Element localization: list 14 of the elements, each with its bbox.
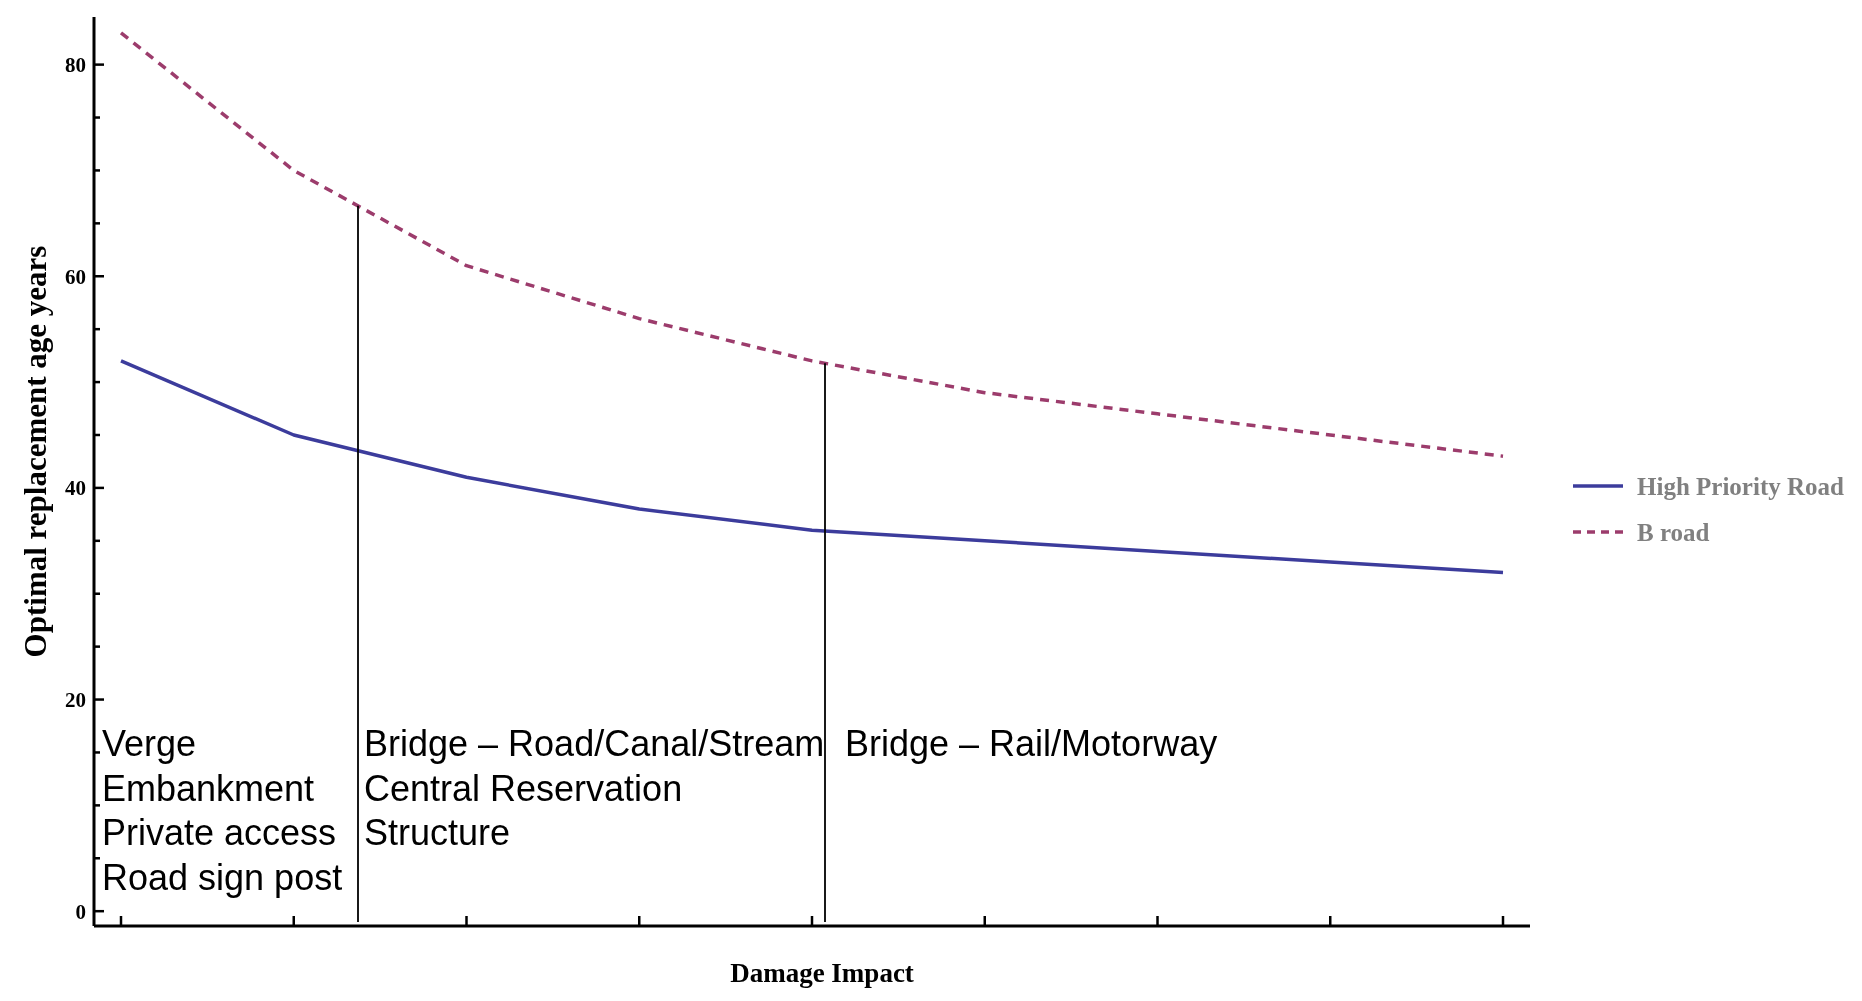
line-series xyxy=(119,31,1505,458)
x-axis-title: Damage Impact xyxy=(730,958,914,988)
y-tick-label: 40 xyxy=(65,476,86,501)
annotation: Bridge – Road/Canal/Stream Central Reservation Structure xyxy=(364,723,825,853)
y-axis-title: Optimal replacement age years xyxy=(18,245,53,658)
y-tick-label: 60 xyxy=(65,264,86,289)
line-series xyxy=(119,359,1505,575)
annotation: Verge Embankment Private access Road sign post xyxy=(102,723,343,898)
y-tick-label: 20 xyxy=(65,687,86,712)
legend-label: High Priority Road xyxy=(1637,472,1845,500)
annotation: Bridge – Rail/Motorway xyxy=(845,723,1218,764)
y-tick-label: 0 xyxy=(75,899,86,924)
legend-label: B road xyxy=(1637,518,1710,546)
y-tick-label: 80 xyxy=(65,52,86,77)
